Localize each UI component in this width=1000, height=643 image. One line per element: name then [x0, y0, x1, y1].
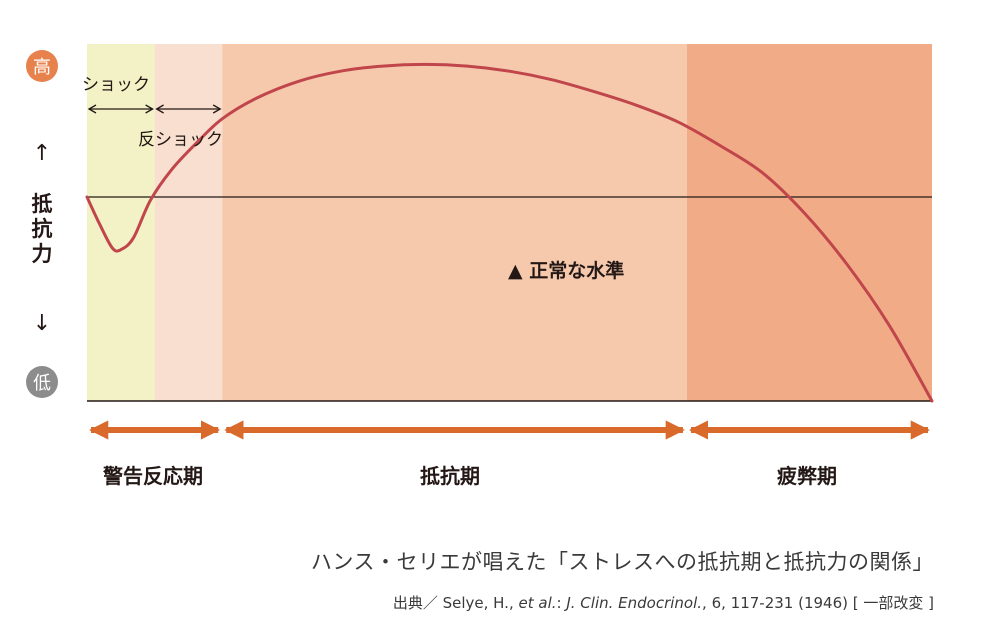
y-axis-label-char-0: 抵: [32, 192, 53, 216]
phase-label-0: 警告反応期: [103, 464, 203, 488]
caption-title: ハンス・セリエが唱えた「ストレスへの抵抗期と抵抗力の関係」: [310, 550, 934, 574]
phase-band-3: [686, 44, 932, 401]
down-arrow: ↓: [33, 311, 51, 336]
phase-labels: 警告反応期 抵抗期 疲弊期: [103, 464, 837, 488]
low-badge: [26, 366, 58, 398]
phase-bands: [87, 44, 932, 401]
phase-label-2: 疲弊期: [777, 464, 837, 488]
up-arrow: ↑: [33, 141, 51, 166]
source-journal: J. Clin. Endocrinol.: [566, 594, 703, 612]
sub-phase-arrow-left-head-1: [155, 104, 164, 114]
sub-phase-arrow-right-head-1: [212, 104, 222, 114]
high-label: 高: [33, 57, 51, 78]
sub-phase-arrow-right-head-0: [145, 104, 154, 114]
normal-level-label: ▲ 正常な水準: [508, 259, 624, 282]
source-prefix: 出典／ Selye, H.,: [392, 594, 519, 612]
sub-phase-arrow-left-head-0: [87, 104, 97, 114]
source-etal: et al.: [518, 594, 557, 612]
sub-phase-label-0: ショック: [82, 75, 150, 95]
y-axis-labels: 高 ↑ 抵抗力 ↓ 低: [26, 50, 58, 398]
low-label: 低: [33, 373, 51, 394]
source-suffix: , 6, 117-231 (1946) [ 一部改変 ]: [702, 594, 934, 612]
phase-band-1: [154, 44, 223, 401]
resistance-curve-line: [85, 62, 934, 403]
y-axis-label-char-1: 抗: [32, 217, 53, 241]
resistance-curve: [85, 62, 934, 403]
phase-band-2: [222, 44, 687, 401]
high-badge: [26, 50, 58, 82]
phase-label-1: 抵抗期: [420, 464, 480, 488]
caption-source: 出典／ Selye, H., et al.: J. Clin. Endocrin…: [393, 592, 934, 613]
source-mid: :: [556, 594, 567, 612]
phase-band-0: [87, 44, 155, 401]
sub-phase-label-1: 反ショック: [138, 130, 223, 150]
reference-lines: ▲ 正常な水準: [87, 196, 932, 402]
y-axis-label-char-2: 力: [32, 242, 53, 266]
